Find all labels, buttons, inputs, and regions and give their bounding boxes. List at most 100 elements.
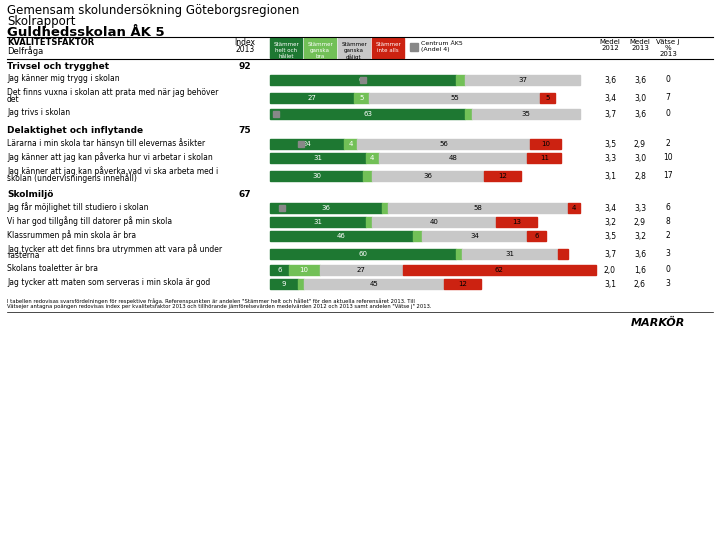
Text: 3,6: 3,6 <box>634 76 646 84</box>
Text: 35: 35 <box>521 111 530 117</box>
Text: Jag känner mig trygg i skolan: Jag känner mig trygg i skolan <box>7 74 120 83</box>
Bar <box>366 217 372 227</box>
Bar <box>527 231 546 241</box>
Text: 6: 6 <box>534 233 539 239</box>
Text: Gemensam skolundersökning Göteborgsregionen: Gemensam skolundersökning Göteborgsregio… <box>7 4 300 17</box>
Bar <box>298 279 304 289</box>
Bar <box>413 231 422 241</box>
Text: 2: 2 <box>665 232 670 240</box>
Text: 3,5: 3,5 <box>604 232 616 240</box>
Text: 3,1: 3,1 <box>604 172 616 180</box>
Text: 3: 3 <box>665 280 670 288</box>
Bar <box>304 38 336 58</box>
Text: 34: 34 <box>470 233 479 239</box>
Text: 31: 31 <box>313 155 323 161</box>
Text: Jag får möjlighet till studiero i skolan: Jag får möjlighet till studiero i skolan <box>7 202 148 212</box>
Bar <box>270 153 366 163</box>
Text: 3,7: 3,7 <box>604 110 616 118</box>
Text: 2,9: 2,9 <box>634 218 646 226</box>
Bar <box>388 203 567 213</box>
Bar <box>465 75 580 85</box>
Text: dåligt: dåligt <box>346 54 362 59</box>
Text: 0: 0 <box>665 266 670 274</box>
Text: Jag känner att jag kan påverka hur vi arbetar i skolan: Jag känner att jag kan påverka hur vi ar… <box>7 152 212 162</box>
Text: 2013: 2013 <box>659 51 677 57</box>
Text: Det finns vuxna i skolan att prata med när jag behöver: Det finns vuxna i skolan att prata med n… <box>7 88 218 97</box>
Text: 45: 45 <box>369 281 378 287</box>
Text: ganska: ganska <box>344 48 364 53</box>
Bar <box>270 109 465 119</box>
Text: ganska: ganska <box>310 48 330 53</box>
Bar <box>372 171 484 181</box>
Text: bra: bra <box>315 54 325 59</box>
Bar <box>270 217 366 227</box>
Text: 3,4: 3,4 <box>604 93 616 103</box>
Bar <box>444 279 481 289</box>
Text: 3,6: 3,6 <box>634 249 646 259</box>
Text: rasterna: rasterna <box>7 252 40 260</box>
Text: 3,2: 3,2 <box>604 218 616 226</box>
Text: KVALITETSFAKTOR: KVALITETSFAKTOR <box>7 38 94 47</box>
Text: 4: 4 <box>348 141 353 147</box>
Text: 30: 30 <box>312 173 321 179</box>
Bar <box>270 38 302 58</box>
Text: Klassrummen på min skola är bra: Klassrummen på min skola är bra <box>7 230 136 240</box>
Text: 3,4: 3,4 <box>604 204 616 213</box>
Text: Vätsejer antagna poängen redovisas index per kvalitetsfaktor 2013 och tillhörand: Vätsejer antagna poängen redovisas index… <box>7 304 431 309</box>
Text: 12: 12 <box>498 173 507 179</box>
Bar <box>304 279 444 289</box>
Bar <box>270 249 456 259</box>
Text: 4: 4 <box>572 205 576 211</box>
Text: 24: 24 <box>303 141 312 147</box>
Bar <box>540 93 555 103</box>
Text: Centrum ÅK5: Centrum ÅK5 <box>421 41 463 46</box>
Text: 17: 17 <box>663 172 672 180</box>
Text: 2: 2 <box>665 139 670 148</box>
Text: 10: 10 <box>663 153 672 163</box>
Text: Stämmer: Stämmer <box>375 42 401 47</box>
Bar <box>298 141 304 147</box>
Text: 6: 6 <box>277 267 282 273</box>
Text: 2013: 2013 <box>235 45 255 54</box>
Text: Vätse j: Vätse j <box>657 39 680 45</box>
Text: 8: 8 <box>665 218 670 226</box>
Text: 10: 10 <box>541 141 550 147</box>
Text: 3,2: 3,2 <box>634 232 646 240</box>
Bar <box>270 231 413 241</box>
Text: 67: 67 <box>239 190 251 199</box>
Text: 92: 92 <box>239 62 251 71</box>
Text: 6: 6 <box>665 204 670 213</box>
Text: 2,9: 2,9 <box>634 139 646 148</box>
Text: 3,1: 3,1 <box>604 280 616 288</box>
Bar <box>270 279 298 289</box>
Text: Jag trivs i skolan: Jag trivs i skolan <box>7 108 70 117</box>
Text: Jag känner att jag kan påverka vad vi ska arbeta med i: Jag känner att jag kan påverka vad vi sk… <box>7 166 218 176</box>
Bar <box>379 153 527 163</box>
Text: 2012: 2012 <box>601 45 619 51</box>
Text: 3,6: 3,6 <box>634 110 646 118</box>
Text: 75: 75 <box>239 126 251 135</box>
Text: 36: 36 <box>321 205 330 211</box>
Bar <box>372 217 496 227</box>
Bar <box>344 139 357 149</box>
Text: 48: 48 <box>449 155 457 161</box>
Bar <box>279 205 285 211</box>
Bar <box>472 109 580 119</box>
Text: 62: 62 <box>495 267 504 273</box>
Text: Stämmer: Stämmer <box>341 42 367 47</box>
Text: %: % <box>665 45 671 51</box>
Text: 37: 37 <box>518 77 527 83</box>
Bar <box>456 249 462 259</box>
Text: 10: 10 <box>300 267 309 273</box>
Text: 27: 27 <box>307 95 316 101</box>
Bar <box>320 265 403 275</box>
Text: 36: 36 <box>423 173 433 179</box>
Text: 58: 58 <box>473 205 482 211</box>
Text: 60: 60 <box>359 251 367 257</box>
Text: 2,0: 2,0 <box>604 266 616 274</box>
Bar <box>558 249 567 259</box>
Text: Trivsel och trygghet: Trivsel och trygghet <box>7 62 109 71</box>
Text: 40: 40 <box>430 219 438 225</box>
Text: 3,3: 3,3 <box>634 204 646 213</box>
Text: I tabellen redovisas svarsfördelningen för respektive fråga. Referenspunkten är : I tabellen redovisas svarsfördelningen f… <box>7 298 415 303</box>
